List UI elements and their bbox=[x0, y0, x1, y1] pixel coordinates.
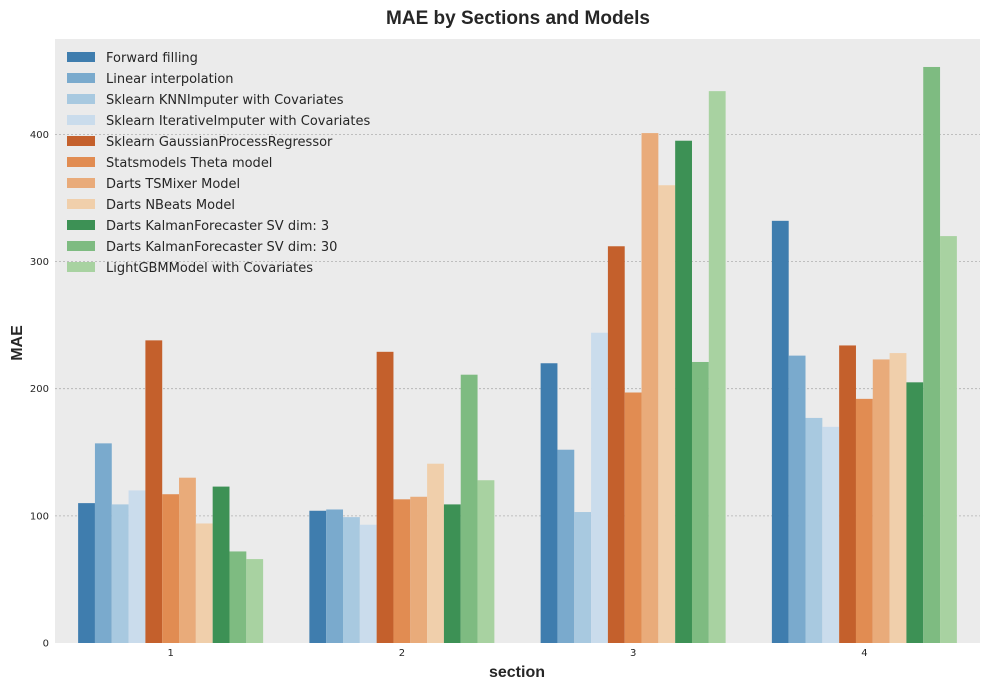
x-tick-label: 2 bbox=[399, 648, 405, 659]
chart-title: MAE by Sections and Models bbox=[386, 8, 650, 29]
legend-label: Sklearn IterativeImputer with Covariates bbox=[106, 114, 370, 129]
legend-label: LightGBMModel with Covariates bbox=[106, 261, 313, 276]
y-tick-label: 400 bbox=[30, 130, 49, 141]
legend-label: Linear interpolation bbox=[106, 72, 234, 87]
legend-swatch bbox=[67, 52, 95, 62]
y-tick-label: 100 bbox=[30, 511, 49, 522]
legend-swatch bbox=[67, 157, 95, 167]
x-tick-label: 4 bbox=[861, 648, 867, 659]
y-tick-label: 200 bbox=[30, 384, 49, 395]
y-axis-label: MAE bbox=[9, 325, 26, 361]
bar bbox=[477, 480, 495, 643]
bar bbox=[212, 486, 230, 643]
bar bbox=[359, 524, 377, 643]
y-tick-label: 0 bbox=[43, 639, 49, 650]
legend-label: Sklearn GaussianProcessRegressor bbox=[106, 135, 333, 150]
bar bbox=[246, 559, 264, 643]
bar bbox=[658, 185, 676, 644]
bar bbox=[591, 332, 608, 643]
bar bbox=[708, 91, 726, 643]
bar bbox=[906, 382, 924, 643]
legend-swatch bbox=[67, 136, 95, 146]
bar bbox=[410, 496, 428, 643]
legend-label: Sklearn KNNImputer with Covariates bbox=[106, 93, 344, 108]
bar bbox=[393, 499, 411, 643]
bar bbox=[427, 463, 444, 643]
bar bbox=[557, 449, 575, 643]
x-tick-label: 1 bbox=[167, 648, 173, 659]
bar bbox=[855, 398, 873, 643]
bar bbox=[94, 443, 112, 643]
legend-swatch bbox=[67, 115, 95, 125]
legend-label: Darts NBeats Model bbox=[106, 198, 235, 213]
bar bbox=[162, 494, 180, 643]
x-tick-labels: 1 2 3 4 bbox=[167, 648, 867, 659]
bar bbox=[940, 236, 957, 644]
bar bbox=[78, 503, 95, 643]
legend-swatch bbox=[67, 241, 95, 251]
legend-swatch bbox=[67, 94, 95, 104]
bar bbox=[376, 351, 394, 643]
bar bbox=[889, 353, 907, 643]
legend: Forward filling Linear interpolation Sklea… bbox=[67, 51, 370, 276]
y-tick-labels: 0 100 200 300 400 bbox=[30, 130, 49, 650]
bar bbox=[771, 220, 789, 643]
legend-swatch bbox=[67, 262, 95, 272]
bar bbox=[923, 66, 941, 644]
x-axis-label: section bbox=[489, 664, 545, 681]
legend-label: Darts KalmanForecaster SV dim: 3 bbox=[106, 219, 329, 234]
bar bbox=[195, 523, 213, 643]
legend-label: Darts KalmanForecaster SV dim: 30 bbox=[106, 240, 337, 255]
bar bbox=[691, 361, 709, 643]
legend-swatch bbox=[67, 178, 95, 188]
bar bbox=[179, 477, 196, 643]
legend-swatch bbox=[67, 220, 95, 230]
bar bbox=[872, 359, 890, 643]
bar bbox=[822, 426, 840, 643]
bar bbox=[111, 504, 129, 643]
bar bbox=[641, 133, 659, 643]
bar bbox=[839, 345, 856, 643]
legend-label: Forward filling bbox=[106, 51, 198, 66]
bar bbox=[326, 509, 344, 643]
bar bbox=[128, 490, 146, 643]
legend-swatch bbox=[67, 73, 95, 83]
bar bbox=[145, 340, 163, 643]
bar bbox=[343, 517, 360, 643]
bar bbox=[540, 363, 558, 643]
bar bbox=[460, 374, 478, 643]
bar bbox=[309, 510, 327, 643]
x-tick-label: 3 bbox=[630, 648, 636, 659]
bar bbox=[443, 504, 461, 643]
bar bbox=[624, 392, 642, 643]
bar bbox=[607, 246, 625, 643]
legend-label: Statsmodels Theta model bbox=[106, 156, 272, 171]
bar bbox=[788, 355, 806, 643]
y-tick-label: 300 bbox=[30, 257, 49, 268]
bar bbox=[229, 551, 247, 643]
legend-label: Darts TSMixer Model bbox=[106, 177, 240, 192]
bar bbox=[675, 140, 692, 643]
bar bbox=[574, 512, 592, 643]
bars bbox=[78, 66, 957, 644]
bar bbox=[805, 417, 823, 643]
legend-swatch bbox=[67, 199, 95, 209]
